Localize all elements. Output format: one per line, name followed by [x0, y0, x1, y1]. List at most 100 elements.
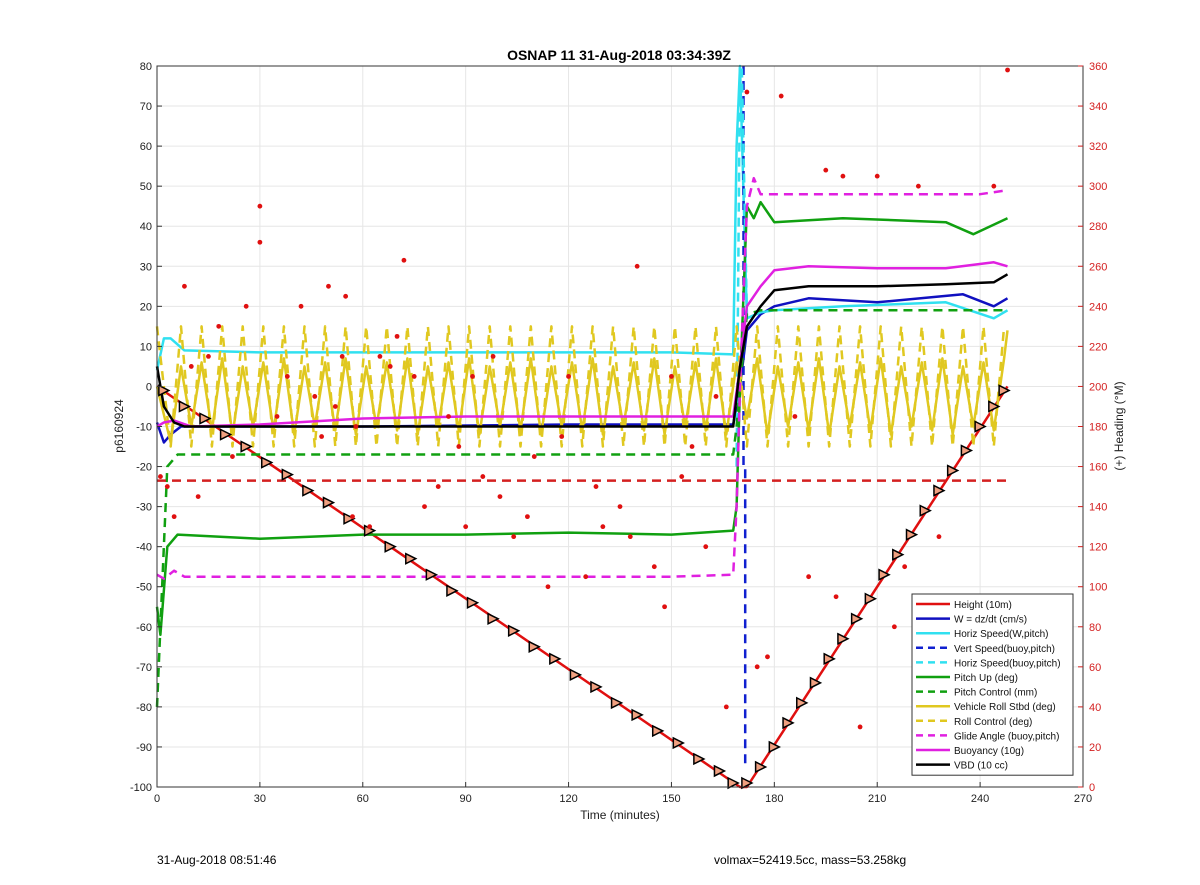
heading-point: [332, 404, 338, 409]
y2-tick-label: 240: [1089, 301, 1107, 313]
x-tick-label: 90: [460, 793, 472, 805]
heading-point: [298, 303, 304, 309]
y-tick-label: 30: [140, 261, 152, 273]
series-vbd-10-cc: [155, 273, 1009, 428]
y2-tick-label: 0: [1089, 782, 1095, 794]
x-tick-label: 60: [357, 793, 369, 805]
heading-point-layer: [158, 67, 1010, 730]
profile-marker: [240, 440, 253, 453]
y2-tick-label: 320: [1089, 141, 1107, 153]
x-tick-label: 150: [662, 793, 680, 805]
heading-point: [991, 183, 997, 189]
heading-point: [216, 323, 222, 329]
heading-point: [679, 474, 685, 479]
heading-point: [525, 514, 530, 520]
x-tick-label: 210: [868, 793, 886, 805]
y-tick-label: 20: [140, 301, 152, 313]
x-tick-labels: 0 30 60 90 120 150 180 210 240 270: [154, 782, 1092, 805]
y-tick-label: 50: [140, 181, 152, 193]
y2-tick-label: 260: [1089, 261, 1107, 273]
series-roll-control-deg: [155, 325, 1006, 448]
profile-marker: [974, 420, 987, 433]
x-tick-label: 120: [559, 793, 577, 805]
heading-point: [243, 303, 249, 309]
x-tick-label: 240: [971, 793, 989, 805]
heading-point: [350, 514, 355, 520]
legend-label: Roll Control (deg): [954, 717, 1032, 728]
y2-tick-label: 280: [1089, 221, 1107, 233]
heading-point: [566, 374, 571, 379]
legend-label: Horiz Speed(W,pitch): [954, 629, 1048, 640]
heading-point: [422, 504, 427, 510]
heading-point: [257, 203, 263, 209]
heading-point: [257, 239, 263, 245]
profile-marker: [727, 776, 740, 790]
profile-marker: [768, 740, 782, 754]
y-tick-label: 0: [146, 381, 152, 393]
profile-marker: [590, 680, 603, 694]
y-tick-label: 60: [140, 141, 152, 153]
profile-marker: [631, 708, 644, 722]
heading-point: [497, 494, 503, 499]
heading-point: [754, 664, 760, 670]
legend-label: VBD (10 cc): [954, 761, 1008, 772]
heading-point: [915, 183, 921, 189]
heading-point: [593, 484, 599, 489]
heading-point: [765, 654, 770, 660]
heading-point: [367, 524, 373, 530]
heading-point: [583, 574, 589, 580]
profile-marker: [672, 736, 685, 750]
y-tick-label: -60: [136, 622, 152, 634]
heading-point: [840, 173, 846, 179]
heading-point: [778, 93, 784, 99]
y-tick-label: 10: [140, 341, 152, 353]
x-tick-label: 30: [254, 793, 266, 805]
profile-marker: [754, 760, 768, 774]
series-glide-angle-buoy-pitch: [156, 176, 1008, 580]
y2-tick-label: 60: [1089, 662, 1101, 674]
profile-marker: [158, 384, 171, 397]
profile-marker: [322, 496, 336, 509]
heading-point: [874, 173, 880, 179]
profile-marker: [425, 568, 439, 581]
heading-point: [511, 534, 517, 540]
heading-point: [158, 474, 163, 479]
legend-label: Glide Angle (buoy,pitch): [954, 731, 1059, 742]
legend-label: Buoyancy (10g): [954, 746, 1024, 757]
heading-point: [284, 374, 290, 379]
heading-point: [662, 604, 667, 610]
heading-point: [723, 704, 729, 710]
heading-point: [446, 414, 451, 419]
profile-marker: [302, 484, 315, 497]
x-tick-label: 0: [154, 793, 160, 805]
y2-tick-label: 180: [1089, 422, 1107, 434]
y2-tick-label: 100: [1089, 582, 1107, 594]
heading-point: [857, 724, 863, 730]
legend-label: W = dz/dt (cm/s): [954, 615, 1027, 626]
profile-marker: [260, 456, 274, 469]
profile-marker: [549, 652, 562, 666]
legend-box: [911, 593, 1074, 776]
profile-marker: [741, 776, 754, 790]
profile-marker: [487, 612, 500, 625]
heading-point: [902, 564, 908, 570]
y-tick-label: -10: [136, 422, 152, 434]
y-tick-label: -40: [136, 542, 152, 554]
profile-marker: [864, 592, 878, 605]
profile-marker: [507, 624, 521, 637]
profile-marker: [199, 412, 212, 425]
profile-marker: [946, 464, 960, 477]
series-pitch-control-mm: [155, 309, 1008, 707]
footer-timestamp: 31-Aug-2018 08:51:46: [157, 853, 277, 867]
y2-tick-label: 20: [1089, 742, 1101, 754]
heading-point: [353, 424, 359, 429]
heading-point: [463, 524, 469, 530]
heading-point: [617, 504, 623, 510]
legend-label: Height (10m): [954, 600, 1012, 611]
profile-marker: [892, 548, 905, 561]
profile-marker: [651, 724, 665, 738]
heading-point: [744, 89, 750, 95]
y2-tick-label: 40: [1089, 702, 1101, 714]
heading-point: [435, 484, 441, 489]
